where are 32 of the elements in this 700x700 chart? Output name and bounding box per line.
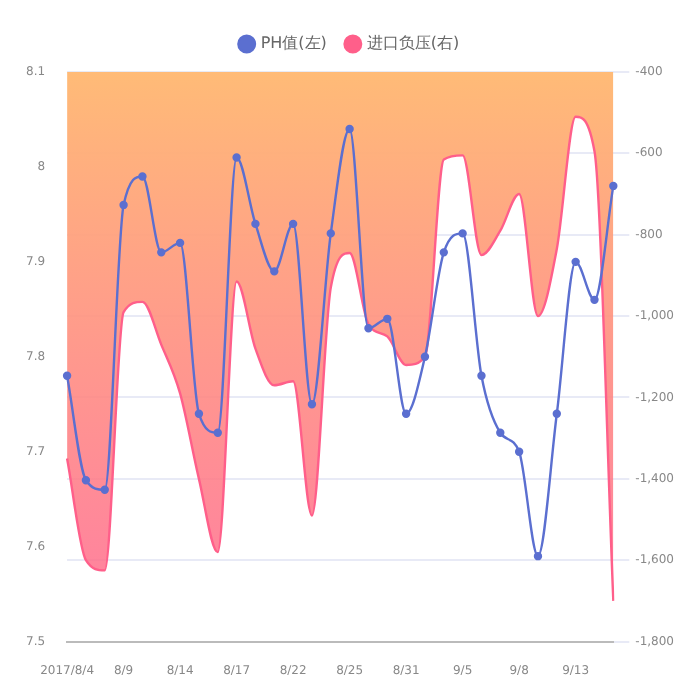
point bbox=[477, 371, 486, 380]
legend-label: PH值(左) bbox=[260, 34, 327, 53]
point bbox=[232, 153, 241, 162]
point bbox=[514, 447, 524, 456]
point bbox=[62, 371, 72, 380]
point bbox=[307, 400, 317, 409]
point bbox=[496, 428, 505, 437]
point bbox=[81, 476, 91, 485]
point bbox=[288, 219, 298, 229]
point bbox=[458, 229, 467, 238]
legend-label: 进口负压(右) bbox=[366, 34, 460, 53]
point bbox=[251, 219, 260, 229]
point bbox=[590, 295, 599, 305]
point bbox=[119, 200, 128, 210]
point bbox=[609, 181, 618, 191]
point bbox=[175, 238, 185, 248]
point bbox=[270, 267, 279, 276]
point bbox=[326, 229, 335, 238]
point bbox=[138, 172, 147, 181]
point bbox=[533, 551, 543, 561]
point bbox=[194, 409, 204, 418]
point bbox=[364, 324, 373, 333]
point bbox=[571, 257, 580, 267]
point bbox=[401, 409, 411, 418]
point bbox=[383, 314, 392, 324]
point bbox=[552, 409, 562, 418]
point bbox=[345, 124, 354, 134]
point bbox=[420, 352, 430, 361]
point bbox=[157, 248, 166, 257]
point bbox=[439, 248, 448, 257]
point bbox=[213, 428, 222, 437]
point bbox=[100, 485, 109, 494]
